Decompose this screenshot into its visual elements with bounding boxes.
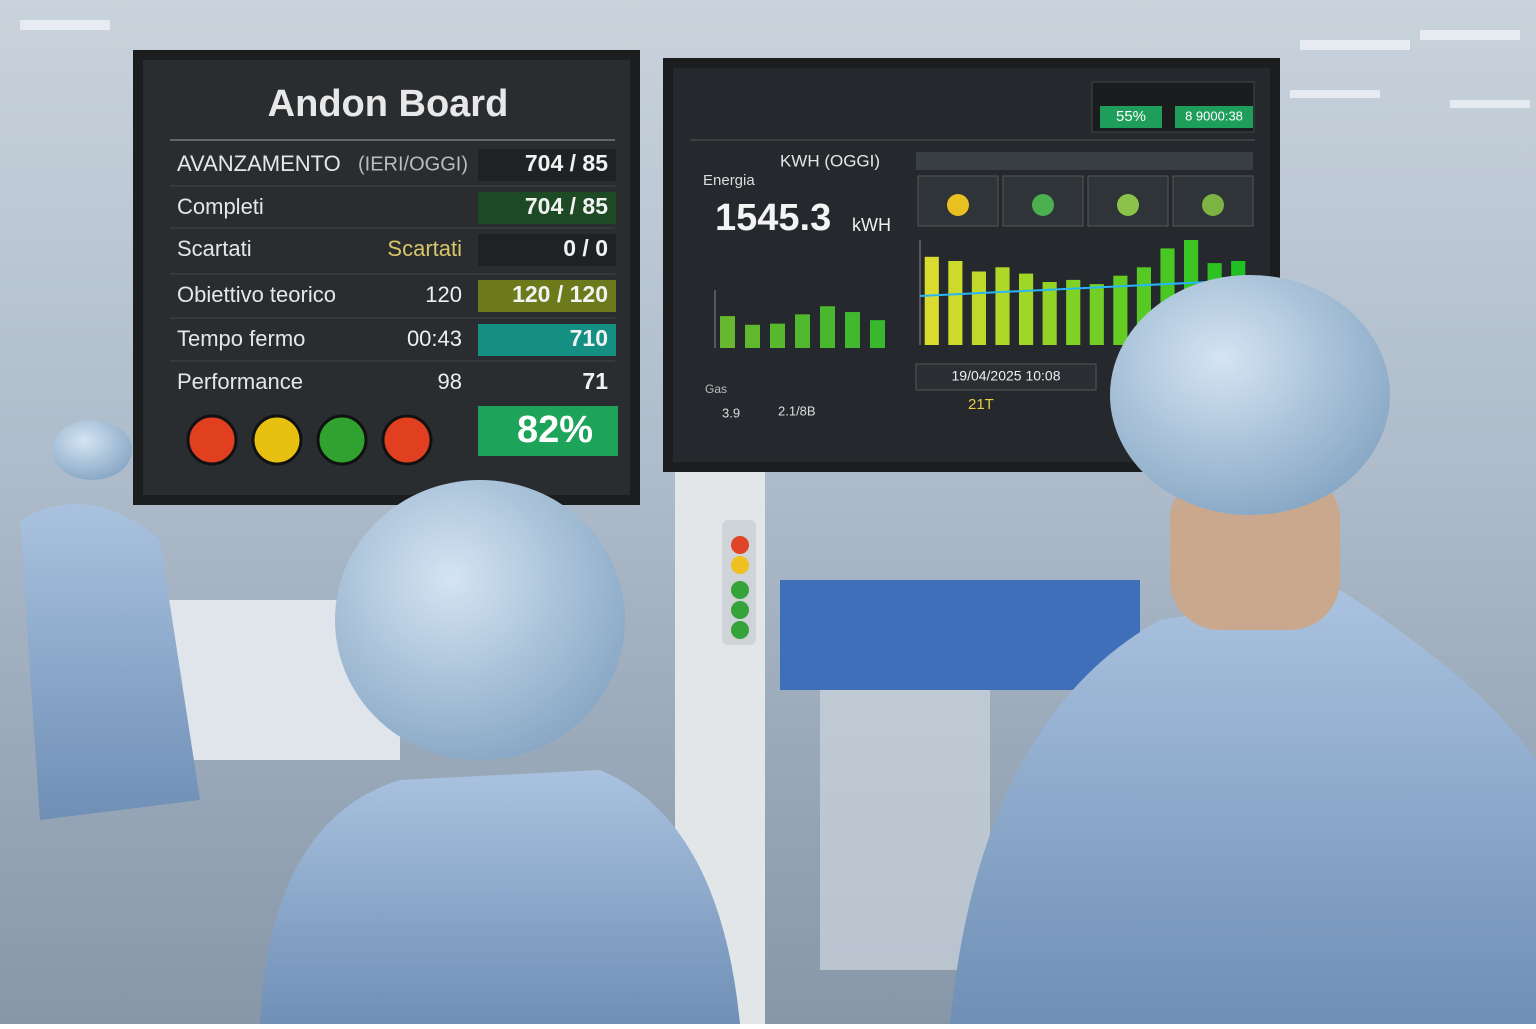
bar bbox=[820, 306, 835, 348]
trend-line bbox=[919, 279, 1251, 297]
row-label: AVANZAMENTO bbox=[177, 151, 341, 176]
row-mid: 00:43 bbox=[407, 326, 462, 351]
gas-label: Gas bbox=[705, 382, 727, 396]
performance-box bbox=[478, 406, 618, 456]
icon bbox=[947, 194, 969, 216]
gas-value: 3.9 bbox=[722, 405, 740, 420]
row-label: Performance bbox=[177, 369, 303, 394]
status-light bbox=[381, 414, 433, 466]
bar bbox=[948, 261, 963, 345]
row-value: 704 / 85 bbox=[525, 150, 608, 176]
row-mid: 98 bbox=[438, 369, 462, 394]
bar bbox=[1019, 273, 1034, 345]
energy-title: KWH (OGGI) bbox=[780, 151, 880, 170]
bar bbox=[745, 324, 760, 348]
hair-cap bbox=[335, 480, 625, 760]
status-light bbox=[251, 414, 303, 466]
timestamp-box bbox=[915, 363, 1097, 391]
status-light bbox=[316, 414, 368, 466]
worker-background bbox=[20, 504, 200, 820]
gas-value: 2.1/8B bbox=[778, 403, 816, 418]
light-green bbox=[731, 601, 749, 619]
icon bbox=[1117, 194, 1139, 216]
performance-value: 82% bbox=[517, 409, 593, 451]
badge-value: 8 9000:38 bbox=[1185, 108, 1243, 123]
light-green bbox=[731, 581, 749, 599]
light-red bbox=[731, 536, 749, 554]
bar bbox=[770, 323, 785, 348]
icon bbox=[1202, 194, 1224, 216]
badge bbox=[1100, 106, 1162, 128]
board-title: Andon Board bbox=[268, 83, 509, 125]
worker-left bbox=[260, 770, 740, 1024]
row-label: Obiettivo teorico bbox=[177, 282, 336, 307]
row-mid: 120 bbox=[425, 282, 462, 307]
bar bbox=[1066, 279, 1081, 345]
hair-cap bbox=[1110, 275, 1390, 515]
value-box bbox=[478, 324, 616, 356]
badge bbox=[1175, 106, 1253, 128]
bar bbox=[971, 271, 986, 345]
timestamp: 19/04/2025 10:08 bbox=[952, 368, 1061, 384]
bar bbox=[995, 267, 1010, 345]
shift: 21T bbox=[968, 396, 994, 413]
value-box bbox=[478, 367, 616, 399]
bar bbox=[1113, 275, 1128, 345]
bar bbox=[845, 312, 860, 348]
energy-unit: kWH bbox=[852, 215, 891, 235]
bar bbox=[1042, 282, 1057, 345]
bar bbox=[720, 316, 735, 348]
header-bar bbox=[916, 152, 1253, 170]
value-box bbox=[478, 280, 616, 312]
light-yellow bbox=[731, 556, 749, 574]
bar bbox=[924, 256, 939, 345]
status-light bbox=[186, 414, 238, 466]
row-value: 0 / 0 bbox=[563, 235, 608, 261]
light-green bbox=[731, 621, 749, 639]
cart bbox=[820, 690, 990, 970]
bar bbox=[1089, 284, 1104, 345]
badge-value: 55% bbox=[1116, 108, 1146, 125]
icon bbox=[1032, 194, 1054, 216]
bar bbox=[870, 320, 885, 348]
value-box bbox=[478, 234, 616, 266]
row-sublabel: (IERI/OGGI) bbox=[358, 153, 468, 175]
row-value: 120 / 120 bbox=[512, 281, 608, 307]
row-label: Scartati bbox=[177, 236, 252, 261]
bar bbox=[795, 314, 810, 348]
row-value: 710 bbox=[570, 325, 608, 351]
andon-board: Andon Board AVANZAMENTO (IERI/OGGI) 704 / 8… bbox=[170, 83, 618, 466]
row-value: 71 bbox=[582, 368, 608, 394]
row-value: 704 / 85 bbox=[525, 193, 608, 219]
energy-board: 55% 8 9000:38 KWH (OGGI) Energia 1545.3 kWH 19… bbox=[690, 81, 1255, 420]
ceiling-lights bbox=[20, 20, 1530, 108]
energy-label: Energia bbox=[703, 172, 755, 189]
row-mid: Scartati bbox=[387, 236, 462, 261]
row-label: Tempo fermo bbox=[177, 326, 305, 351]
blue-trays bbox=[780, 580, 1140, 690]
worker-right bbox=[950, 590, 1536, 1024]
value-box bbox=[478, 192, 616, 224]
row-label: Completi bbox=[177, 194, 264, 219]
energy-value: 1545.3 bbox=[715, 197, 831, 239]
hair-cap bbox=[52, 420, 132, 480]
value-box bbox=[478, 149, 616, 181]
